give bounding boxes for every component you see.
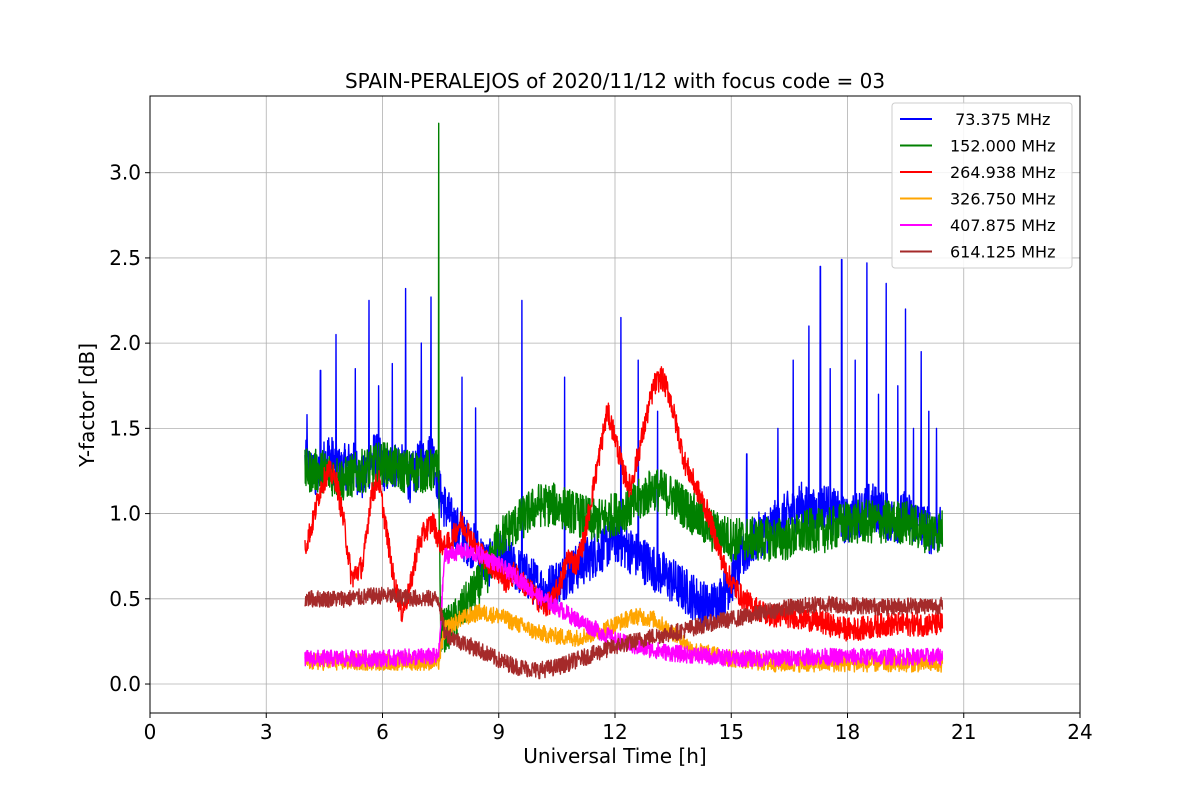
axis-ticks: 0 3 6 9 12 15 18 21 24 0.0 0.5 1.0 1.5 2.0 2.5 3.0: [109, 161, 1093, 744]
x-tick-label: 6: [376, 720, 389, 744]
x-tick-label: 3: [260, 720, 273, 744]
legend-label: 614.125 MHz: [950, 243, 1055, 262]
legend-box: [891, 102, 1073, 269]
y-tick-label: 2.5: [109, 246, 141, 270]
series-line: [304, 542, 944, 668]
legend-label: 407.875 MHz: [950, 216, 1055, 235]
y-axis-label: Y-factor [dB]: [75, 343, 99, 468]
legend-label: 73.375 MHz: [950, 110, 1050, 129]
plot-series: [304, 122, 944, 680]
y-tick-label: 1.0: [109, 502, 141, 526]
x-tick-label: 24: [1067, 720, 1092, 744]
x-tick-label: 12: [602, 720, 627, 744]
x-tick-label: 0: [144, 720, 157, 744]
y-tick-label: 3.0: [109, 161, 141, 185]
y-tick-label: 2.0: [109, 331, 141, 355]
y-tick-label: 0.0: [109, 672, 141, 696]
series-line: [304, 586, 944, 680]
chart-title: SPAIN-PERALEJOS of 2020/11/12 with focus…: [345, 69, 885, 93]
series-line: [304, 122, 944, 653]
x-tick-label: 15: [719, 720, 744, 744]
y-tick-label: 1.5: [109, 416, 141, 440]
x-tick-label: 18: [835, 720, 860, 744]
legend-label: 264.938 MHz: [950, 163, 1055, 182]
y-tick-label: 0.5: [109, 587, 141, 611]
x-tick-label: 21: [951, 720, 976, 744]
legend-label: 152.000 MHz: [950, 137, 1055, 156]
legend-label: 326.750 MHz: [950, 190, 1055, 209]
series-line: [304, 366, 944, 642]
legend: 73.375 MHz 152.000 MHz 264.938 MHz 326.750 …: [891, 102, 1073, 269]
x-tick-label: 9: [492, 720, 505, 744]
x-axis-label: Universal Time [h]: [523, 744, 706, 768]
